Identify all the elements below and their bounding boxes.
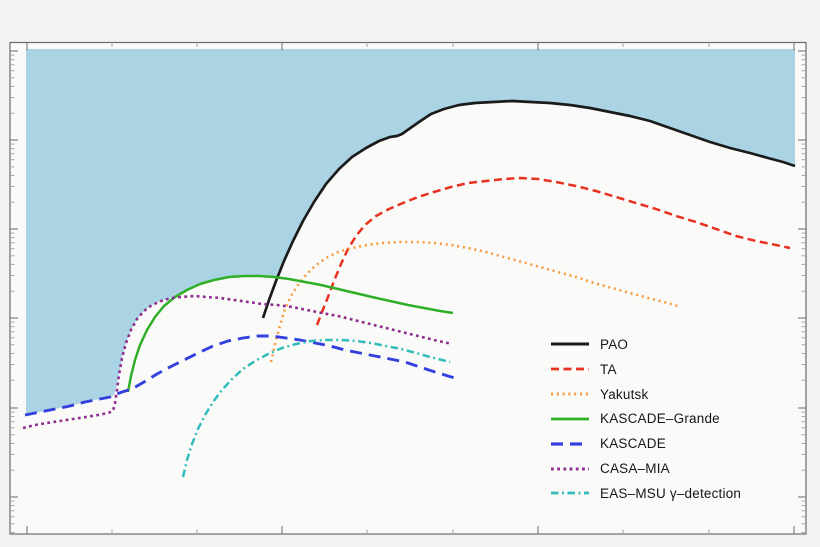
legend-item-yakutsk: Yakutsk: [551, 382, 741, 407]
legend-label-kascade: KASCADE: [600, 436, 666, 452]
pao-line-swatch: [551, 340, 589, 348]
legend-label-kascade-grande: KASCADE–Grande: [600, 411, 720, 427]
kascade-line-swatch: [551, 440, 589, 448]
legend-item-casa-mia: CASA–MIA: [551, 456, 741, 481]
curve-yakutsk: [269, 240, 679, 363]
legend-label-pao: PAO: [600, 336, 629, 352]
legend-item-pao: PAO: [551, 332, 741, 357]
excluded-region-layer: [26, 49, 795, 414]
plot-frame: [9, 41, 807, 535]
curve-pao: [261, 99, 796, 319]
curve-kascade-grande: [126, 274, 454, 393]
legend-item-ta: TA: [551, 357, 741, 382]
axis-ticks: [10, 42, 806, 534]
curves-layer: [22, 99, 796, 478]
ta-line-swatch: [551, 365, 589, 373]
legend-label-ta: TA: [600, 361, 617, 377]
shaded-exclusion-region: [26, 49, 795, 414]
legend-label-yakutsk: Yakutsk: [600, 386, 649, 402]
legend-item-kascade: KASCADE: [551, 431, 741, 456]
legend-item-kascade-grande: KASCADE–Grande: [551, 407, 741, 432]
legend-item-eas-msu: EAS–MSU γ–detection: [551, 481, 741, 506]
kascade-grande-line-swatch: [551, 415, 589, 423]
casa-mia-line-swatch: [551, 465, 589, 473]
legend-label-eas-msu: EAS–MSU γ–detection: [600, 485, 742, 501]
yakutsk-line-swatch: [551, 390, 589, 398]
legend-label-casa-mia: CASA–MIA: [600, 461, 670, 477]
curve-kascade: [24, 334, 456, 417]
curve-ta: [315, 176, 791, 326]
curve-eas-msu-detection: [181, 338, 451, 478]
legend: PAO TA Yakutsk KASCADE–Grande KASCADE CA…: [551, 332, 741, 506]
eas-msu-line-swatch: [551, 489, 589, 497]
